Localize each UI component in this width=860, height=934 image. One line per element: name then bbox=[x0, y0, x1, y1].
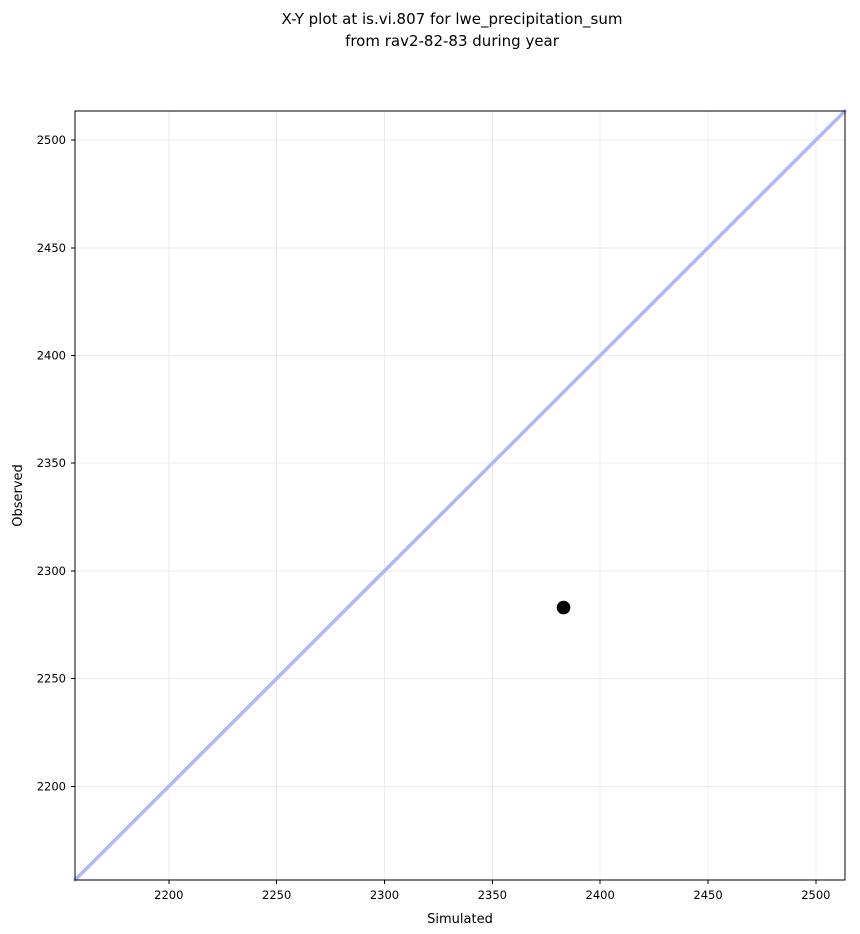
plot-title-line2: from rav2-82-83 during year bbox=[345, 32, 559, 50]
x-tick-label: 2250 bbox=[262, 888, 291, 902]
x-axis-label: Simulated bbox=[427, 912, 493, 927]
y-tick-label: 2500 bbox=[37, 133, 66, 147]
x-tick-label: 2200 bbox=[154, 888, 183, 902]
identity-line bbox=[73, 109, 847, 882]
plot-title-line1: X-Y plot at is.vi.807 for lwe_precipitat… bbox=[281, 10, 623, 28]
y-tick-label: 2200 bbox=[37, 779, 66, 793]
x-tick-label: 2500 bbox=[801, 888, 830, 902]
data-point bbox=[556, 600, 571, 615]
y-tick-label: 2450 bbox=[37, 241, 66, 255]
y-axis-label: Observed bbox=[11, 464, 26, 527]
x-tick-label: 2300 bbox=[370, 888, 399, 902]
y-tick-label: 2300 bbox=[37, 564, 66, 578]
x-tick-label: 2400 bbox=[586, 888, 615, 902]
x-tick-label: 2450 bbox=[693, 888, 722, 902]
y-tick-label: 2400 bbox=[37, 348, 66, 362]
y-tick-label: 2350 bbox=[37, 456, 66, 470]
plot-border bbox=[74, 110, 846, 881]
plot-title: X-Y plot at is.vi.807 for lwe_precipitat… bbox=[70, 8, 834, 52]
y-tick-label: 2250 bbox=[37, 672, 66, 686]
x-tick-label: 2350 bbox=[478, 888, 507, 902]
